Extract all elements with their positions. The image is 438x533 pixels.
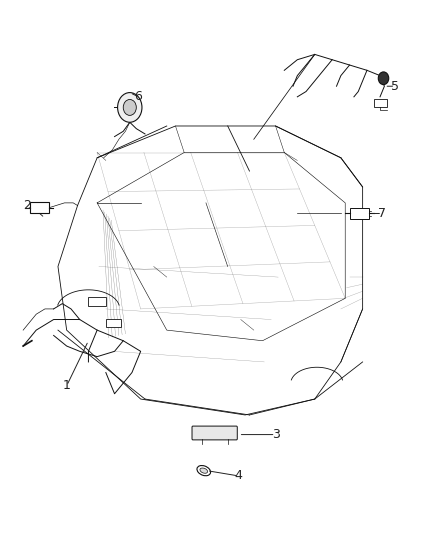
FancyBboxPatch shape xyxy=(106,319,121,327)
Text: 4: 4 xyxy=(235,470,243,482)
FancyBboxPatch shape xyxy=(88,297,106,306)
Text: 2: 2 xyxy=(24,199,32,212)
Ellipse shape xyxy=(200,468,208,473)
FancyBboxPatch shape xyxy=(30,202,49,214)
FancyBboxPatch shape xyxy=(192,426,237,440)
Text: 3: 3 xyxy=(272,428,279,441)
Ellipse shape xyxy=(197,465,211,476)
Text: 1: 1 xyxy=(63,379,71,392)
FancyBboxPatch shape xyxy=(350,208,369,219)
Text: 7: 7 xyxy=(378,207,386,220)
Text: 5: 5 xyxy=(391,80,399,93)
Circle shape xyxy=(378,72,389,85)
Text: 6: 6 xyxy=(134,90,142,103)
Circle shape xyxy=(123,100,136,115)
FancyBboxPatch shape xyxy=(374,100,388,108)
Circle shape xyxy=(117,93,142,122)
